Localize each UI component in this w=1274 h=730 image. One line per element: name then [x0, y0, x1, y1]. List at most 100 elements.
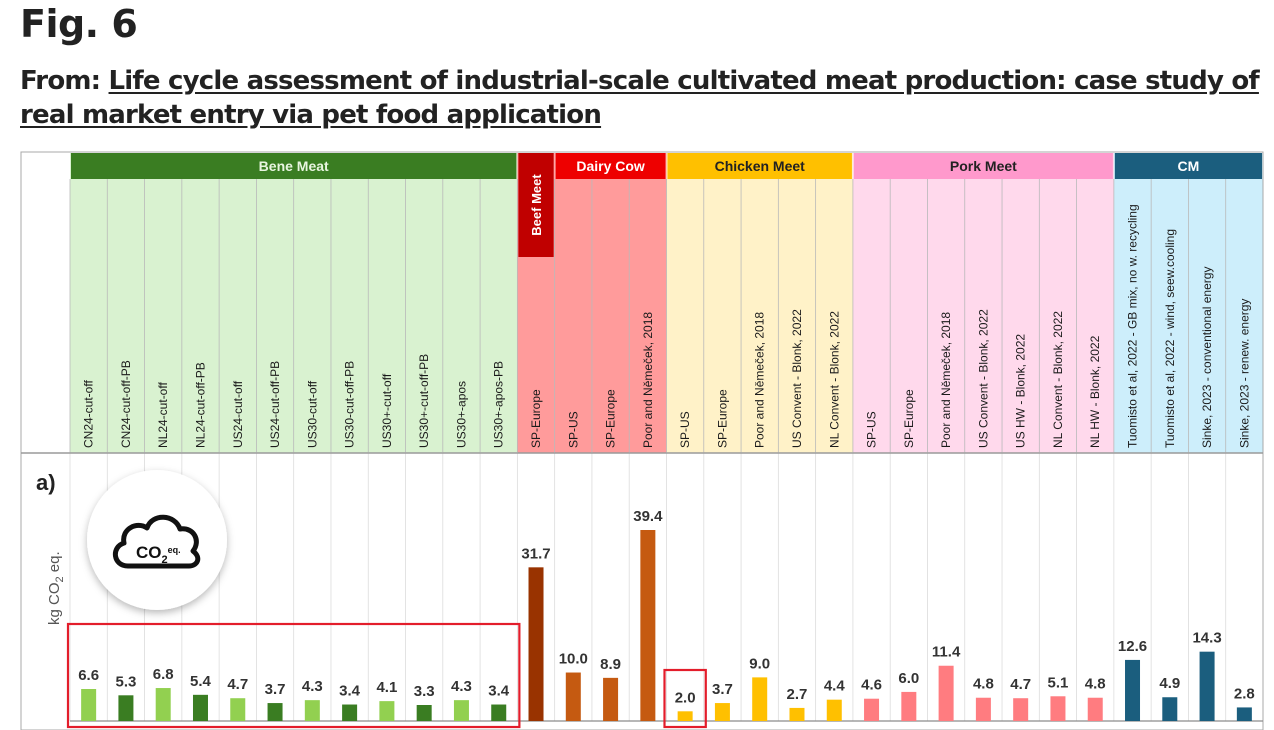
bar	[81, 689, 97, 721]
bar	[528, 567, 544, 721]
category-label: Sinke, 2023 - conventional energy	[1200, 267, 1214, 448]
bar	[304, 700, 320, 721]
category-label: US Convent - Blonk, 2022	[790, 309, 804, 448]
bar	[192, 694, 208, 721]
highlights-layer	[66, 622, 707, 729]
category-label: US30+-cut-off-PB	[417, 354, 431, 448]
category-label: US30+-apos	[454, 381, 468, 448]
from-prefix: From:	[20, 66, 109, 96]
bar	[975, 697, 991, 721]
category-label: SP-Europe	[902, 389, 916, 448]
bar	[565, 672, 581, 721]
bar	[901, 691, 917, 721]
category-label: US24-cut-off	[231, 380, 245, 448]
group-header-pork-meet	[853, 153, 1113, 179]
bar	[640, 530, 656, 721]
data-label: 3.4	[339, 683, 361, 700]
category-label: Tuomisto et al, 2022 - wind, seew.coolin…	[1163, 229, 1177, 448]
data-label: 6.6	[78, 667, 99, 684]
bar	[155, 688, 171, 721]
bar	[752, 677, 768, 721]
chicken-sp-us-highlight	[663, 668, 707, 729]
bar	[826, 699, 842, 721]
category-label: NL24-cut-off-PB	[193, 362, 207, 448]
data-label: 3.4	[488, 683, 510, 700]
data-label: 4.6	[861, 677, 882, 694]
data-label: 11.4	[932, 644, 961, 661]
figure-source: From: Life cycle assessment of industria…	[20, 64, 1260, 132]
co2-cloud-icon: CO2eq.	[87, 470, 227, 610]
category-label: CN24-cut-off-PB	[119, 360, 133, 448]
category-label: US30-cut-off-PB	[343, 361, 357, 448]
data-label: 9.0	[749, 655, 770, 672]
bar	[379, 701, 395, 721]
category-labels-layer: CN24-cut-off CN24-cut-off-PB NL24-cut-off N…	[82, 204, 1252, 448]
category-label: SP-Europe	[529, 389, 543, 448]
category-label: SP-US	[566, 411, 580, 448]
bar	[1236, 707, 1252, 721]
data-label: 14.3	[1192, 630, 1221, 647]
category-label: NL HW - Blonk, 2022	[1088, 335, 1102, 448]
data-label: 4.1	[376, 679, 397, 696]
data-labels-layer: 6.6 5.3 6.8 5.4 4.7 3.7 4.3 3.4 4.1 3.3 4.3 3.4 31.7…	[78, 508, 1255, 706]
data-label: 5.1	[1048, 674, 1069, 691]
bar	[1199, 651, 1215, 721]
group-header-label: Dairy Cow	[576, 158, 645, 174]
group-header-label: Chicken Meet	[715, 158, 806, 174]
bar	[267, 703, 283, 721]
bar	[342, 704, 358, 721]
group-header-label: Beef Meet	[529, 174, 544, 236]
category-label: US HW - Blonk, 2022	[1014, 334, 1028, 448]
category-label: CN24-cut-off	[82, 380, 96, 448]
category-label: SP-US	[678, 411, 692, 448]
category-label: Tuomisto et al, 2022 - GB mix, no w. rec…	[1126, 204, 1140, 448]
article-title-link[interactable]: Life cycle assessment of industrial-scal…	[20, 66, 1260, 130]
data-label: 31.7	[521, 545, 550, 562]
category-label: SP-US	[865, 411, 879, 448]
group-header-label: CM	[1178, 158, 1200, 174]
group-header-bene-meat	[71, 153, 517, 179]
group-cells-dairy-cow	[554, 153, 667, 453]
panel-label: a)	[36, 470, 56, 495]
data-label: 4.8	[973, 676, 994, 693]
category-label: NL24-cut-off	[156, 382, 170, 448]
bar	[714, 703, 730, 721]
group-header-beef-meet	[518, 153, 554, 257]
category-label: US30+-cut-off	[380, 373, 394, 448]
data-label: 3.7	[265, 681, 286, 698]
icon-circle	[87, 470, 227, 610]
category-label: US30+-apos-PB	[492, 361, 506, 448]
y-axis-label-eq: eq.	[46, 551, 63, 576]
bar	[789, 707, 805, 721]
group-header-label: Bene Meat	[259, 158, 329, 174]
data-label: 4.9	[1159, 675, 1180, 692]
bar	[230, 698, 246, 721]
bars-layer	[81, 530, 1252, 721]
bar	[453, 700, 469, 721]
data-label: 8.9	[600, 656, 621, 673]
bene-meat-highlight	[66, 622, 521, 729]
group-header-cm	[1114, 153, 1262, 179]
data-label: 5.4	[190, 673, 212, 690]
bar	[1125, 659, 1141, 721]
data-label: 39.4	[633, 508, 663, 525]
bar	[938, 665, 954, 721]
data-label: 3.3	[414, 683, 435, 700]
category-label: NL Convent - Blonk, 2022	[827, 311, 841, 448]
bar	[1050, 696, 1066, 721]
bar	[1087, 697, 1103, 721]
bar	[1162, 697, 1178, 721]
group-headers-layer: Bene Meat Beef Meet Dairy Cow Chicken Meet P…	[71, 153, 1262, 257]
bar	[491, 704, 507, 721]
bar	[1013, 698, 1029, 721]
bar	[118, 695, 134, 721]
category-label: Poor and Němeček, 2018	[753, 312, 767, 448]
data-label: 5.3	[115, 673, 136, 690]
y-axis-label: kg CO2 eq.	[46, 551, 66, 625]
category-label: Sinke, 2023 - renew. energy	[1237, 299, 1251, 448]
y-axis-label-kg: kg CO	[46, 582, 63, 625]
data-label: 4.7	[227, 676, 248, 693]
cloud-outline	[113, 514, 201, 569]
category-label: US Convent - Blonk, 2022	[976, 309, 990, 448]
